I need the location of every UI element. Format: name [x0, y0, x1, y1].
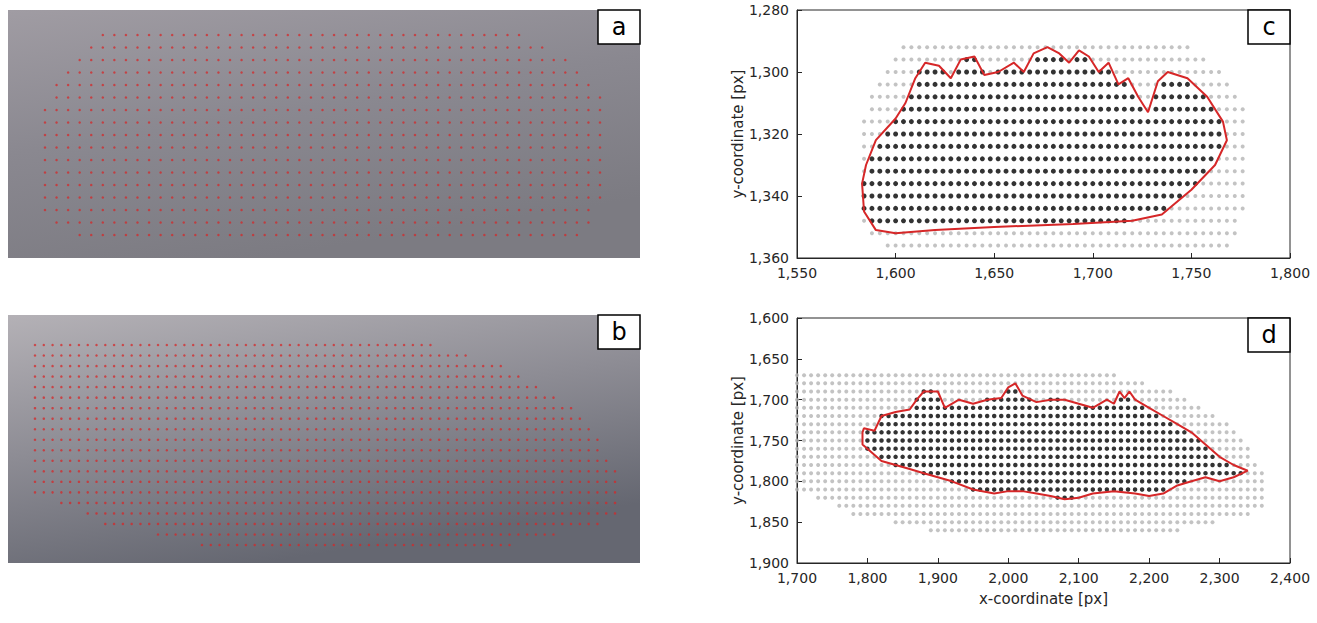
svg-text:2,100: 2,100 — [1059, 570, 1099, 586]
svg-text:b: b — [611, 318, 626, 346]
svg-text:1,800: 1,800 — [1270, 265, 1310, 281]
svg-text:1,900: 1,900 — [918, 570, 958, 586]
svg-text:y-coordinate [px]: y-coordinate [px] — [729, 376, 747, 505]
svg-text:d: d — [1261, 321, 1276, 349]
svg-text:2,200: 2,200 — [1129, 570, 1169, 586]
svg-text:1,700: 1,700 — [777, 570, 817, 586]
svg-text:1,650: 1,650 — [974, 265, 1014, 281]
svg-text:1,360: 1,360 — [749, 250, 789, 266]
svg-text:1,600: 1,600 — [749, 310, 789, 326]
svg-text:x-coordinate [px]: x-coordinate [px] — [979, 590, 1108, 608]
svg-text:1,750: 1,750 — [749, 433, 789, 449]
svg-text:1,900: 1,900 — [749, 555, 789, 571]
svg-text:a: a — [612, 13, 627, 41]
svg-text:y-coordinate [px]: y-coordinate [px] — [729, 70, 747, 199]
svg-text:1,800: 1,800 — [847, 570, 887, 586]
svg-text:1,700: 1,700 — [749, 392, 789, 408]
svg-text:c: c — [1262, 13, 1275, 41]
svg-text:1,320: 1,320 — [749, 126, 789, 142]
svg-text:1,750: 1,750 — [1171, 265, 1211, 281]
svg-text:2,400: 2,400 — [1270, 570, 1310, 586]
svg-text:1,850: 1,850 — [749, 514, 789, 530]
svg-text:2,300: 2,300 — [1200, 570, 1240, 586]
svg-text:2,000: 2,000 — [988, 570, 1028, 586]
svg-text:1,600: 1,600 — [876, 265, 916, 281]
svg-text:1,340: 1,340 — [749, 188, 789, 204]
svg-text:1,700: 1,700 — [1073, 265, 1113, 281]
svg-text:1,280: 1,280 — [749, 2, 789, 18]
svg-text:1,800: 1,800 — [749, 473, 789, 489]
svg-text:1,650: 1,650 — [749, 351, 789, 367]
svg-text:1,300: 1,300 — [749, 64, 789, 80]
svg-text:1,550: 1,550 — [777, 265, 817, 281]
